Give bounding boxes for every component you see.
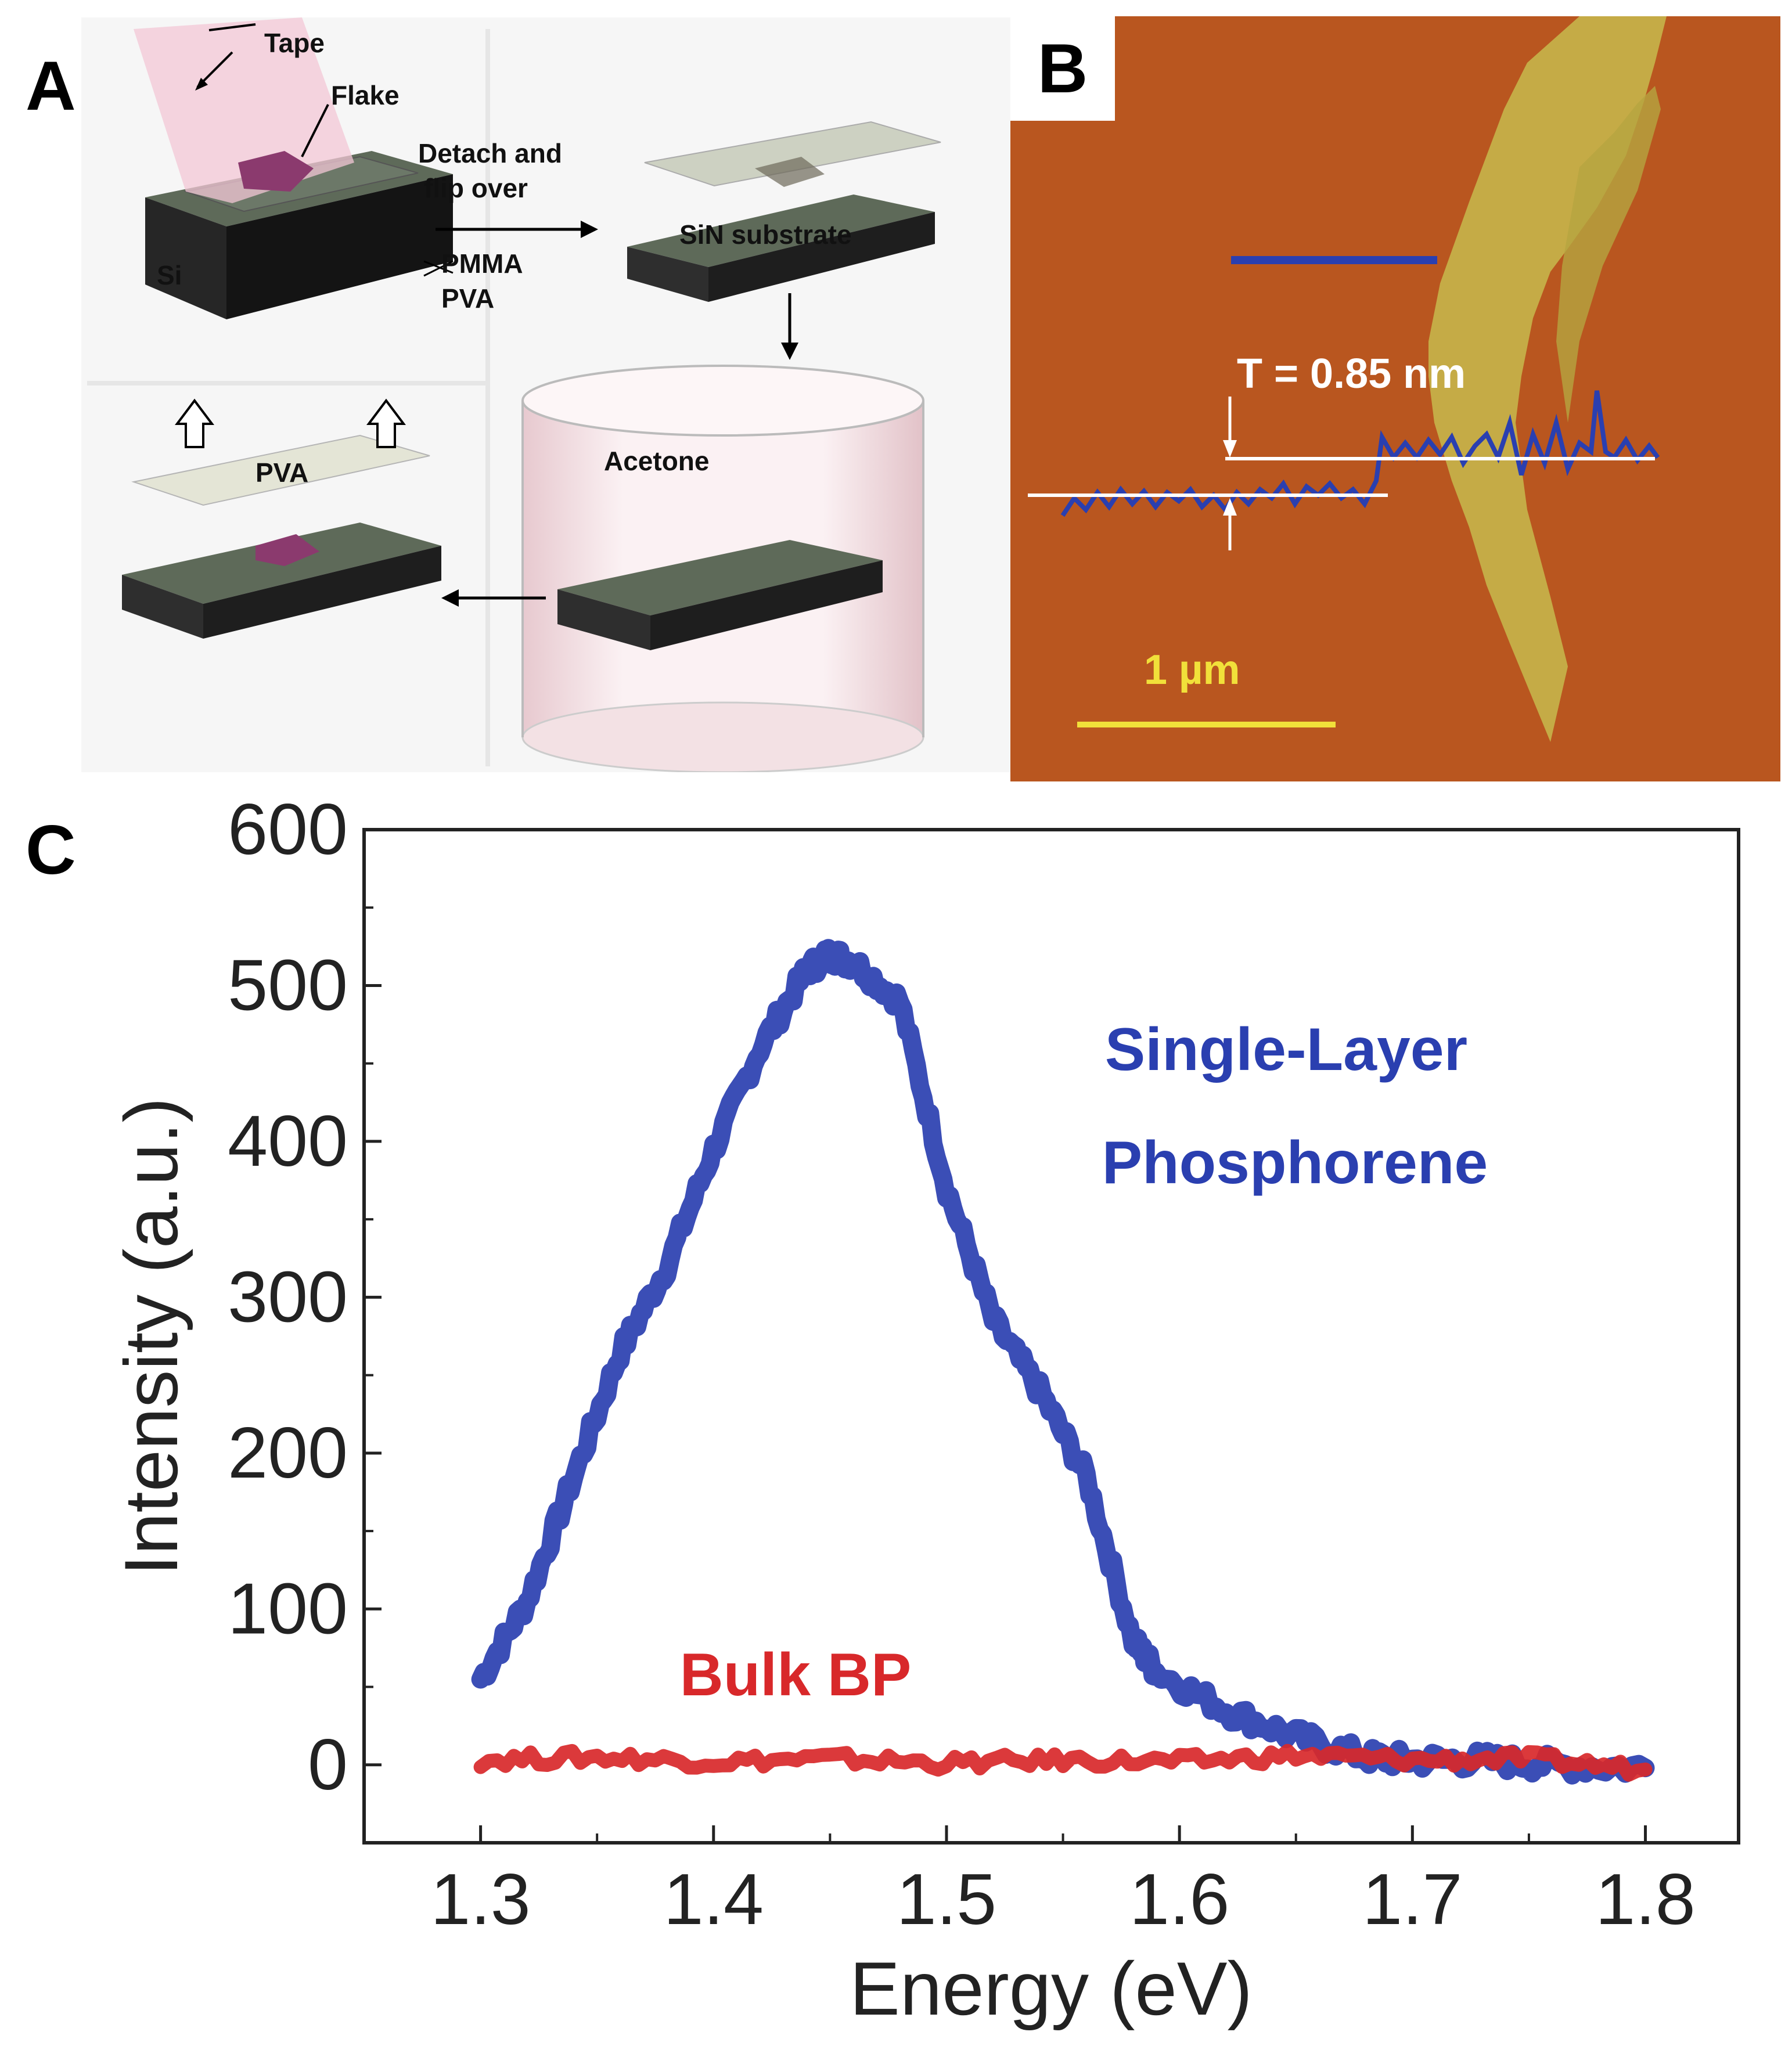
panel-label-b: B — [1010, 16, 1115, 121]
y-axis-label: Intensity (a.u.) — [109, 1097, 193, 1576]
label-tape: Tape — [264, 28, 325, 58]
y-tick-label-1: 100 — [228, 1569, 348, 1649]
label-detach-2: flip over — [424, 173, 528, 203]
flake-region — [1428, 16, 1667, 742]
series-single-layer-line — [471, 939, 1655, 1785]
x-axis-label: Energy (eV) — [850, 1946, 1253, 2031]
y-tick-label-2: 200 — [228, 1413, 348, 1493]
flake-shape — [238, 151, 314, 192]
panel-a-schematic: Tape Flake Si PMMA PVA Detach and flip o… — [81, 17, 1010, 772]
x-tick-label-4: 1.7 — [1362, 1860, 1462, 1940]
up-arrow-left — [175, 398, 214, 448]
panel-label-c: C — [26, 811, 76, 889]
pva-film-bottom — [131, 434, 430, 506]
label-pmma: PMMA — [441, 248, 523, 279]
chart-annotation-single-1: Single-Layer — [1105, 1016, 1467, 1083]
y-tick-label-3: 300 — [228, 1257, 348, 1337]
y-tick-label-4: 400 — [228, 1101, 348, 1181]
label-si: Si — [157, 260, 182, 290]
chart-annotation-bulk: Bulk BP — [680, 1641, 912, 1709]
up-arrow-right — [366, 398, 406, 448]
x-tick-label-3: 1.6 — [1129, 1860, 1229, 1940]
thickness-label: T = 0.85 nm — [1237, 351, 1466, 397]
series-bulk-bp-line — [473, 1743, 1653, 1782]
acetone-beaker — [521, 365, 924, 772]
pva-film-top — [644, 121, 941, 187]
panel-b-afm: B T = 0.85 nm 1 µm — [1010, 16, 1780, 781]
panel-c-chart: 1.3 1.4 1.5 1.6 1.7 1.8 0 100 200 300 400 500 600 Si… — [109, 790, 1740, 2031]
final-stack — [122, 523, 441, 639]
plot-frame — [362, 828, 1740, 1845]
chart-annotation-single-2: Phosphorene — [1102, 1129, 1488, 1197]
y-tick-label-0: 0 — [308, 1725, 348, 1805]
x-tick-label-1: 1.4 — [664, 1860, 764, 1940]
sin-stack — [627, 194, 935, 302]
label-sin-substrate: SiN substrate — [679, 219, 852, 250]
x-tick-label-5: 1.8 — [1595, 1860, 1695, 1940]
label-pva: PVA — [441, 283, 494, 314]
y-tick-label-6: 600 — [228, 790, 348, 870]
label-pva-bottom: PVA — [256, 457, 308, 488]
scale-bar-label: 1 µm — [1144, 647, 1240, 693]
x-tick-label-0: 1.3 — [430, 1860, 530, 1940]
x-tick-label-2: 1.5 — [897, 1860, 996, 1940]
panel-label-a: A — [26, 47, 76, 125]
label-detach-1: Detach and — [418, 138, 562, 168]
y-tick-label-5: 500 — [228, 945, 348, 1025]
label-acetone: Acetone — [604, 446, 709, 476]
tape-shape — [134, 17, 354, 203]
label-flake: Flake — [331, 80, 400, 110]
